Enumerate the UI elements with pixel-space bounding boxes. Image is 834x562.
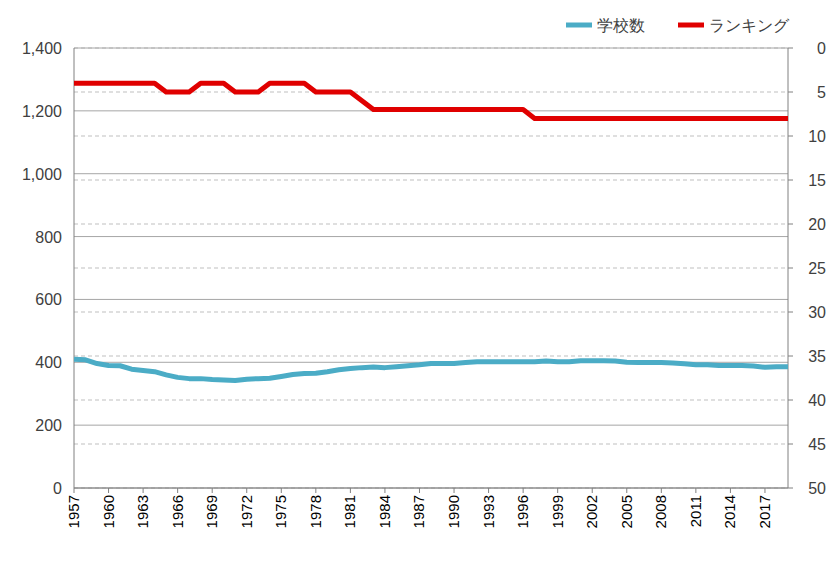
y2-tick [788, 224, 793, 225]
y2-tick [788, 400, 793, 401]
x-tick-label: 1969 [203, 495, 220, 528]
x-tick-label: 1984 [376, 495, 393, 528]
y2-tick-label: 5 [817, 84, 826, 101]
x-tick-label: 1996 [514, 495, 531, 528]
y-axis [74, 48, 75, 488]
x-tick [695, 488, 696, 493]
x-tick [661, 488, 662, 493]
x-tick-label: 2014 [721, 495, 738, 528]
y2-tick [788, 444, 793, 445]
x-tick [177, 488, 178, 493]
grid-line-y2 [74, 400, 788, 401]
grid-line-y2 [74, 224, 788, 225]
y2-tick [788, 180, 793, 181]
y-tick-label: 800 [35, 229, 62, 246]
y2-tick [788, 48, 793, 49]
grid-line-y2 [74, 268, 788, 269]
y2-tick [788, 136, 793, 137]
y2-tick-label: 40 [808, 392, 826, 409]
grid-line-y2 [74, 136, 788, 137]
y-tick-label: 200 [35, 417, 62, 434]
x-axis [74, 488, 788, 489]
grid-line-y2 [74, 444, 788, 445]
legend-swatch [566, 23, 592, 28]
y2-tick-label: 0 [817, 40, 826, 57]
grid-line-y [74, 236, 788, 237]
series-line [74, 83, 788, 118]
y2-tick [788, 312, 793, 313]
y2-tick-label: 30 [808, 304, 826, 321]
grid-line-y [74, 48, 788, 49]
grid-line-y [74, 488, 788, 489]
x-tick-label: 2002 [583, 495, 600, 528]
x-tick-label: 2005 [618, 495, 635, 528]
x-tick-label: 1999 [549, 495, 566, 528]
x-tick-label: 2017 [756, 495, 773, 528]
x-tick [523, 488, 524, 493]
grid-line-y2 [74, 48, 788, 49]
x-tick-label: 1981 [341, 495, 358, 528]
y2-tick-label: 50 [808, 480, 826, 497]
x-tick [315, 488, 316, 493]
x-tick-label: 2011 [687, 495, 704, 527]
y-tick-label: 1,200 [22, 103, 62, 120]
grid-line-y2 [74, 356, 788, 357]
y2-tick-label: 45 [808, 436, 826, 453]
x-tick [143, 488, 144, 493]
x-tick [764, 488, 765, 493]
x-tick-label: 1993 [480, 495, 497, 528]
y2-tick [788, 92, 793, 93]
x-tick [626, 488, 627, 493]
y-tick-label: 600 [35, 291, 62, 308]
legend-label: ランキング [709, 17, 790, 34]
y2-tick [788, 268, 793, 269]
grid-line-y2 [74, 312, 788, 313]
y2-tick-label: 15 [808, 172, 826, 189]
x-tick-label: 1978 [307, 495, 324, 528]
x-tick [350, 488, 351, 493]
y-tick-label: 1,000 [22, 166, 62, 183]
grid-line-y [74, 425, 788, 426]
legend-label: 学校数 [597, 17, 645, 34]
y2-tick [788, 356, 793, 357]
x-tick [488, 488, 489, 493]
x-tick-label: 1960 [100, 495, 117, 528]
x-tick [592, 488, 593, 493]
series-group [74, 83, 788, 380]
chart: 0 200 400 600 800 1,000 1,200 1,400 0 5 10 15 20 25 30… [0, 0, 834, 562]
grid-line-y [74, 173, 788, 174]
x-tick [454, 488, 455, 493]
x-tick-label: 1972 [238, 495, 255, 528]
x-tick-label: 1966 [169, 495, 186, 528]
y-tick-label: 1,400 [22, 40, 62, 57]
series-line [74, 359, 788, 380]
x-tick [74, 488, 75, 493]
y2-tick-label: 35 [808, 348, 826, 365]
x-tick-label: 1963 [134, 495, 151, 528]
x-tick-label: 2008 [652, 495, 669, 528]
x-tick [419, 488, 420, 493]
x-tick [730, 488, 731, 493]
y2-tick-label: 25 [808, 260, 826, 277]
x-tick-label: 1957 [65, 495, 82, 528]
y2-tick [788, 488, 793, 489]
grid-line-y2 [74, 488, 788, 489]
y-tick-label: 400 [35, 354, 62, 371]
y2-tick-label: 20 [808, 216, 826, 233]
x-tick [384, 488, 385, 493]
x-tick [281, 488, 282, 493]
x-tick [557, 488, 558, 493]
x-tick [212, 488, 213, 493]
x-tick-label: 1987 [410, 495, 427, 528]
y-tick-label: 0 [53, 480, 62, 497]
grid-line-y2 [74, 180, 788, 181]
y2-tick-label: 10 [808, 128, 826, 145]
legend-swatch [678, 23, 704, 28]
x-tick [246, 488, 247, 493]
x-tick-label: 1990 [445, 495, 462, 528]
x-tick [108, 488, 109, 493]
grid-line-y [74, 299, 788, 300]
x-tick-label: 1975 [272, 495, 289, 528]
